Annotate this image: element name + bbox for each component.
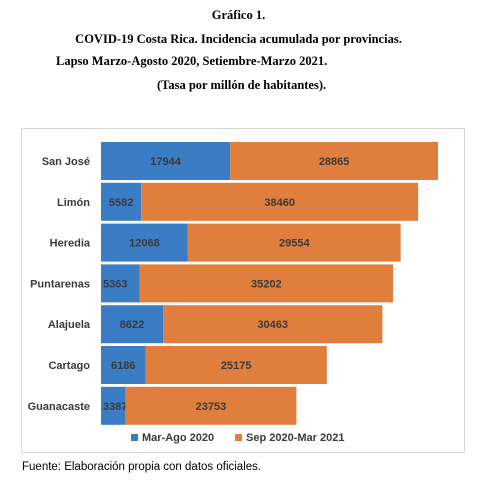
bar-segment-1 [101, 142, 231, 180]
data-label: 5582 [109, 197, 133, 209]
chart-title-line-3: Lapso Marzo-Agosto 2020, Setiembre-Marzo… [56, 54, 328, 68]
data-label: 25175 [221, 360, 252, 372]
bar-segment-2 [139, 264, 394, 303]
bar-segment-1 [101, 182, 142, 221]
legend-swatch-1 [131, 434, 138, 441]
chart-title-line-4: (Tasa por millón de habitantes). [157, 78, 327, 92]
category-label: Guanacaste [28, 401, 90, 413]
bar-segment-2 [163, 305, 383, 344]
data-label: 6186 [111, 360, 135, 372]
legend-swatch-2 [235, 434, 242, 441]
data-label: 35202 [251, 278, 282, 290]
data-label: 3387 [103, 401, 127, 413]
bar-segment-2 [125, 386, 297, 425]
category-label: Puntarenas [30, 278, 90, 290]
data-label: 17944 [150, 156, 181, 168]
data-label: 23753 [196, 401, 227, 413]
bar-segment-1 [101, 223, 188, 262]
legend-label-2: Sep 2020-Mar 2021 [246, 432, 344, 444]
category-label: Alajuela [48, 319, 91, 331]
data-label: 28865 [319, 156, 350, 168]
legend-label-1: Mar-Ago 2020 [142, 432, 214, 444]
bar-segment-2 [187, 223, 401, 262]
bar-segment-1 [101, 305, 164, 344]
data-label: 5363 [103, 278, 127, 290]
category-label: San José [42, 156, 90, 168]
data-label: 30463 [257, 319, 288, 331]
data-label: 29554 [279, 238, 310, 250]
data-label: 8622 [120, 319, 144, 331]
bar-segment-2 [230, 142, 439, 180]
bar-segment-2 [141, 182, 419, 221]
category-label: Limón [57, 197, 90, 209]
bar-segment-1 [101, 386, 126, 425]
category-label: Cartago [48, 360, 90, 372]
data-label: 38460 [264, 197, 295, 209]
category-label: Heredia [50, 238, 91, 250]
bar-segment-2 [145, 346, 327, 384]
bar-segment-1 [101, 264, 140, 303]
source-note: Fuente: Elaboración propia con datos ofi… [22, 461, 262, 473]
bar-segment-1 [101, 346, 146, 384]
chart-title-line-2: COVID-19 Costa Rica. Incidencia acumulad… [75, 32, 402, 46]
chart-title-line-1: Gráfico 1. [211, 8, 266, 22]
data-label: 12068 [129, 238, 160, 250]
